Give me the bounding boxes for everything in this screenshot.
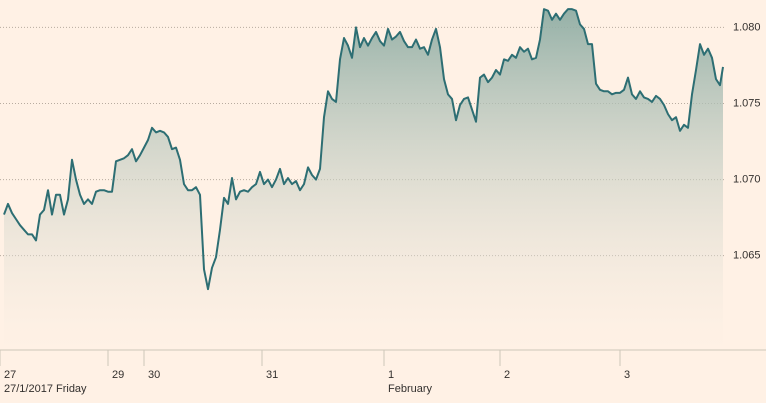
x-sublabel: 27/1/2017 Friday	[4, 383, 87, 395]
y-tick-label: 1.080	[733, 21, 761, 33]
y-tick-label: 1.075	[733, 97, 761, 109]
x-tick-label: 3	[624, 369, 630, 381]
x-tick-label: 29	[112, 369, 124, 381]
x-sublabel: February	[388, 383, 433, 395]
line	[3, 8, 724, 291]
x-tick-label: 1	[388, 369, 394, 381]
area	[4, 9, 723, 351]
x-tick-label: 31	[266, 369, 278, 381]
x-tick-label: 27	[4, 369, 16, 381]
x-tick-label: 30	[148, 369, 160, 381]
y-tick-label: 1.065	[733, 250, 761, 262]
x-tick-label: 2	[504, 369, 510, 381]
y-tick-label: 1.070	[733, 173, 761, 185]
